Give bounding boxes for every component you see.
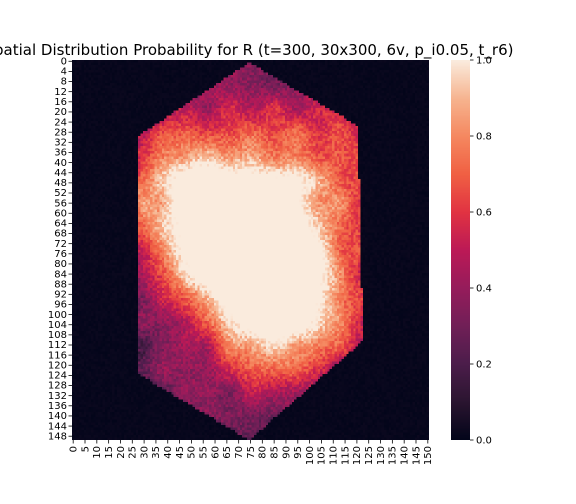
x-tick-label: 135	[388, 446, 399, 465]
y-tick-label: 84	[54, 269, 67, 280]
x-tick-label: 130	[376, 446, 387, 465]
y-tick-label: 36	[54, 148, 67, 159]
x-tick-label: 95	[293, 446, 304, 459]
x-tick-label: 65	[222, 446, 233, 459]
y-tick-label: 100	[48, 310, 67, 321]
y-tick-label: 8	[61, 77, 67, 88]
y-tick-label: 148	[48, 431, 67, 442]
colorbar-tick-label: 0.0	[476, 436, 492, 447]
x-tick-label: 10	[92, 446, 103, 459]
x-tick-label: 85	[269, 446, 280, 459]
y-tick-label: 20	[54, 107, 67, 118]
x-tick-label: 80	[258, 446, 269, 459]
colorbar-tick-label: 0.6	[476, 208, 492, 219]
colorbar-image	[451, 60, 470, 440]
x-tick-label: 45	[175, 446, 186, 459]
x-tick-label: 120	[352, 446, 363, 465]
y-tick-label: 16	[54, 97, 67, 108]
x-tick-label: 75	[246, 446, 257, 459]
y-tick-label: 0	[61, 56, 67, 67]
y-tick-label: 92	[54, 290, 67, 301]
y-tick-label: 12	[54, 87, 67, 98]
x-tick-label: 40	[163, 446, 174, 459]
y-tick-label: 88	[54, 279, 67, 290]
y-tick-label: 80	[54, 259, 67, 270]
x-tick-label: 30	[139, 446, 150, 459]
colorbar-axis: 0.0 0.2 0.4 0.6 0.8 1.0	[470, 56, 492, 447]
colorbar-tick-label: 1.0	[476, 56, 492, 67]
y-tick-label: 60	[54, 208, 67, 219]
y-tick-label: 28	[54, 127, 67, 138]
x-tick-label: 25	[128, 446, 139, 459]
colorbar-tick-label: 0.2	[476, 360, 492, 371]
x-tick-label: 90	[281, 446, 292, 459]
y-tick-label: 96	[54, 300, 67, 311]
heatmap-image	[72, 60, 429, 440]
y-tick-label: 64	[54, 219, 67, 230]
y-tick-label: 124	[48, 371, 67, 382]
y-tick-label: 40	[54, 158, 67, 169]
x-tick-label: 140	[399, 446, 410, 465]
y-tick-label: 128	[48, 381, 67, 392]
y-tick-label: 132	[48, 391, 67, 402]
x-tick-label: 115	[340, 446, 351, 465]
x-tick-label: 35	[151, 446, 162, 459]
colorbar-tick-label: 0.8	[476, 132, 492, 143]
x-tick-label: 145	[411, 446, 422, 465]
chart-title: Spatial Distribution Probability for R (…	[0, 41, 513, 60]
x-tick-label: 5	[80, 446, 91, 452]
x-tick-label: 20	[116, 446, 127, 459]
y-axis: 0481216202428323640444852566064687276808…	[48, 56, 72, 442]
x-tick-label: 70	[234, 446, 245, 459]
y-tick-label: 4	[61, 67, 67, 78]
x-tick-label: 105	[317, 446, 328, 465]
y-tick-label: 56	[54, 198, 67, 209]
y-tick-label: 76	[54, 249, 67, 260]
x-tick-label: 110	[329, 446, 340, 465]
x-tick-label: 125	[364, 446, 375, 465]
y-tick-label: 144	[48, 421, 67, 432]
x-tick-label: 60	[210, 446, 221, 459]
y-tick-label: 52	[54, 188, 67, 199]
y-tick-label: 104	[48, 320, 67, 331]
x-tick-label: 15	[104, 446, 115, 459]
x-tick-label: 150	[423, 446, 434, 465]
x-axis: 0 5 10 15 20 25 30 35 40 45 50 55 60 65 70 75 80 85 90 95 10…	[68, 440, 434, 465]
x-tick-label: 0	[68, 446, 79, 452]
y-tick-label: 136	[48, 401, 67, 412]
x-tick-label: 50	[187, 446, 198, 459]
x-tick-label: 100	[305, 446, 316, 465]
y-tick-label: 44	[54, 168, 67, 179]
y-tick-label: 72	[54, 239, 67, 250]
colorbar-tick-label: 0.4	[476, 284, 492, 295]
y-tick-label: 32	[54, 138, 67, 149]
y-tick-label: 120	[48, 360, 67, 371]
y-tick-label: 116	[48, 350, 67, 361]
y-tick-label: 140	[48, 411, 67, 422]
y-tick-label: 112	[48, 340, 67, 351]
y-tick-label: 48	[54, 178, 67, 189]
x-tick-label: 55	[199, 446, 210, 459]
y-tick-label: 68	[54, 229, 67, 240]
y-tick-label: 24	[54, 117, 67, 128]
y-tick-label: 108	[48, 330, 67, 341]
